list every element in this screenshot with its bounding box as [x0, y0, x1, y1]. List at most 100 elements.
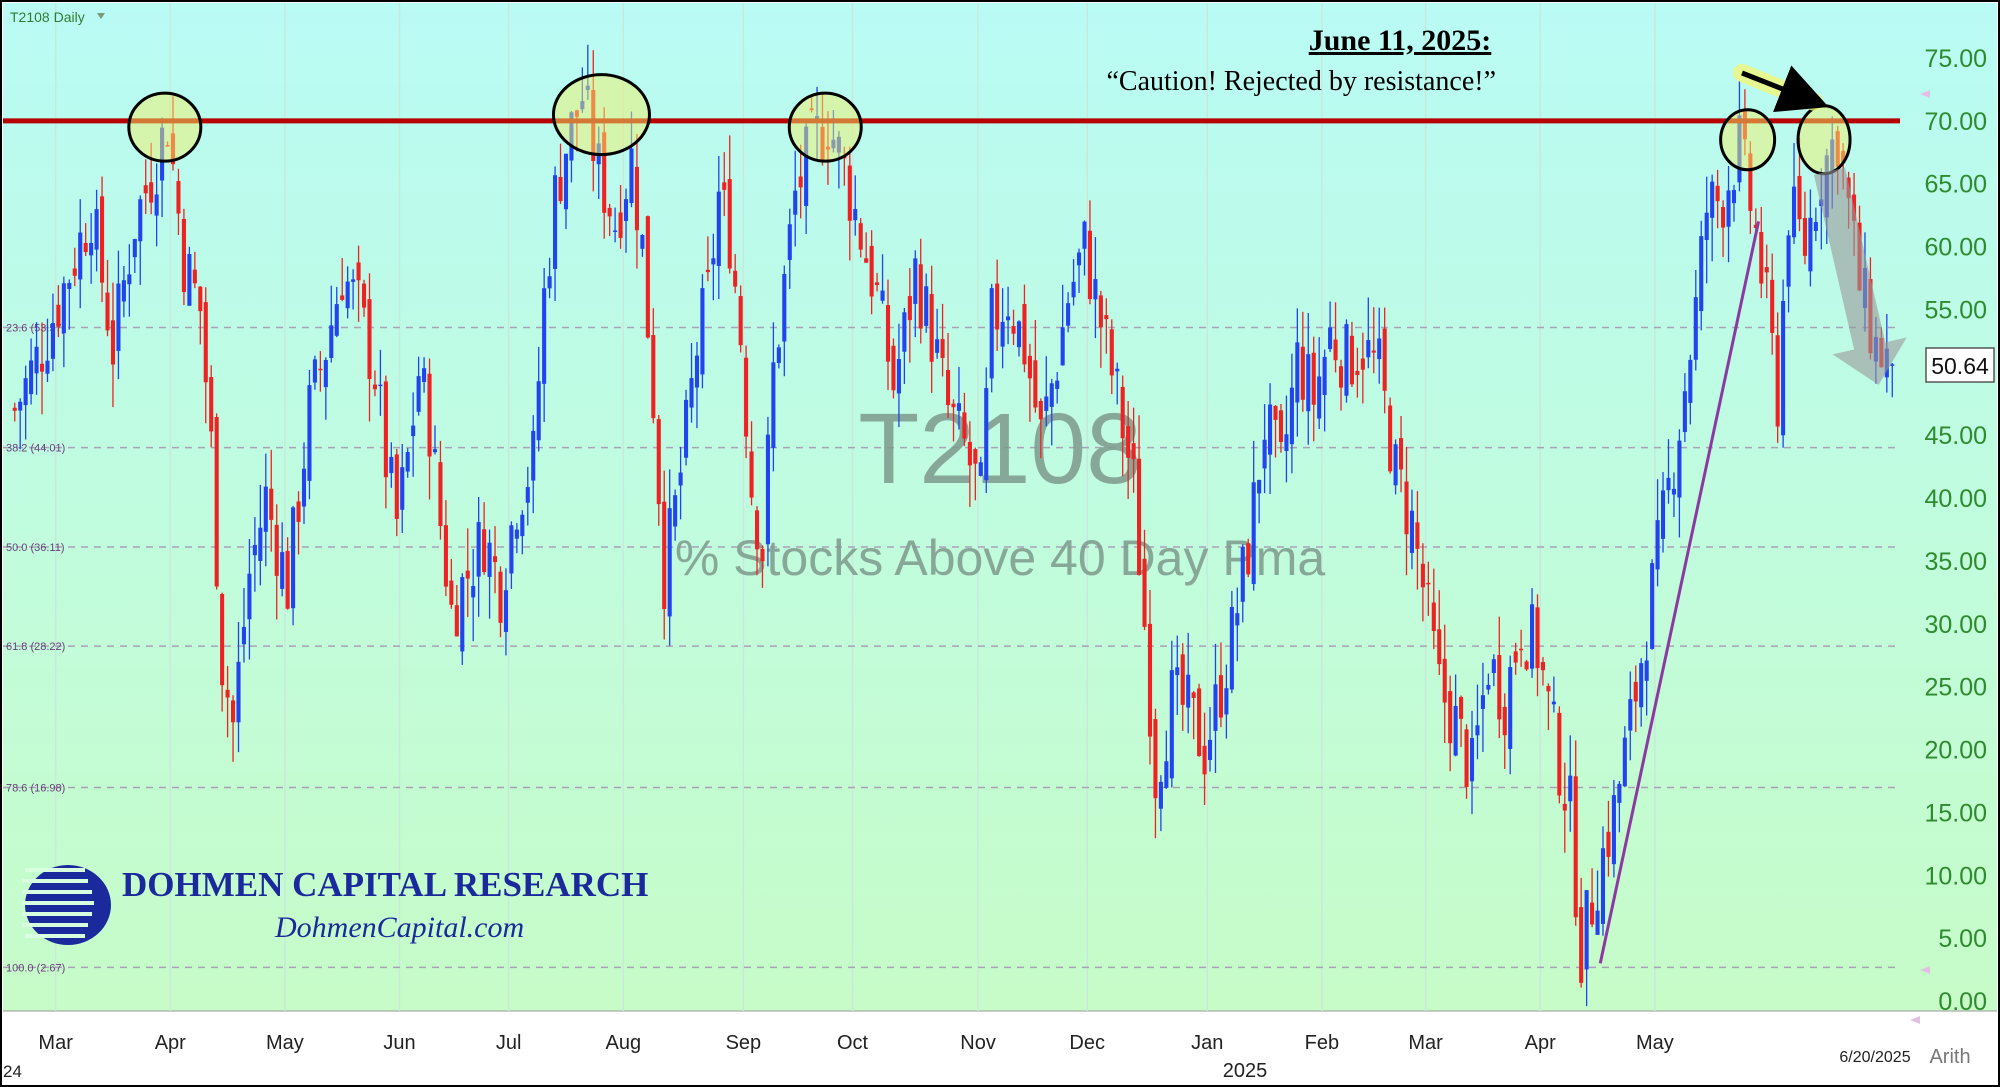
candle-body: [34, 346, 39, 374]
candle-body: [1131, 443, 1136, 460]
start-year-label: 24: [3, 1062, 22, 1081]
scale-marker-icon: [1920, 90, 1930, 98]
candle-body: [553, 175, 558, 269]
candle-body: [454, 605, 459, 637]
fib-label: 38.2 (44.01): [6, 443, 65, 455]
candle-body: [716, 191, 721, 266]
candle-body: [1622, 737, 1627, 787]
x-tick-label: Mar: [1408, 1032, 1443, 1054]
candle-body: [918, 264, 923, 329]
candle-body: [100, 196, 105, 283]
candle-body: [1066, 303, 1071, 326]
candle-body: [618, 212, 623, 238]
candle-body: [438, 462, 443, 527]
candle-body: [623, 199, 629, 222]
candle-body: [192, 269, 197, 284]
candle-body: [220, 593, 225, 686]
candle-body: [247, 573, 252, 620]
candle-body: [56, 304, 61, 327]
candle-body: [1715, 185, 1720, 202]
candle-body: [945, 369, 951, 406]
candle-body: [1197, 688, 1202, 757]
date-label: 6/20/2025: [1839, 1049, 1910, 1066]
candle-body: [1268, 404, 1273, 455]
candle-body: [1284, 434, 1289, 452]
candle-body: [143, 185, 148, 194]
candle-body: [50, 323, 55, 359]
candle-body: [1415, 522, 1420, 549]
grid-layer: [54, 3, 1656, 1011]
candle-body: [18, 401, 23, 411]
candle-body: [1218, 675, 1223, 718]
candle-body: [67, 282, 72, 289]
candle-body: [361, 283, 367, 308]
symbol-dropdown-icon[interactable]: [97, 13, 105, 19]
scale-marker-icon: [1920, 966, 1930, 974]
candle-body: [1568, 775, 1573, 802]
candle-body: [476, 522, 481, 577]
candle-body: [1137, 458, 1142, 575]
candle-body: [1071, 281, 1076, 298]
candle-body: [1726, 190, 1731, 227]
y-tick-label: 40.00: [1924, 485, 1987, 513]
candle-body: [1344, 324, 1349, 396]
candle-body: [1164, 761, 1169, 788]
last-value-text: 50.64: [1931, 353, 1989, 379]
year-label: 2025: [1223, 1060, 1268, 1082]
candle-body: [705, 269, 710, 273]
candle-body: [345, 281, 350, 309]
scale-mode-label[interactable]: Arith: [1929, 1046, 1970, 1068]
candle-body: [542, 288, 547, 384]
candle-body: [356, 262, 361, 281]
trendline: [1598, 221, 1761, 964]
annotations-layer: [3, 64, 1907, 964]
candle-body: [383, 381, 388, 478]
candle-body: [105, 292, 110, 331]
candle-body: [116, 283, 121, 351]
candle-body: [432, 449, 438, 453]
candle-body: [334, 304, 339, 336]
candle-body: [416, 376, 421, 412]
brand-url[interactable]: DohmenCapital.com: [274, 911, 524, 944]
candle-body: [711, 258, 716, 265]
candle-body: [1611, 795, 1616, 865]
highlight-circle: [787, 91, 863, 163]
x-tick-label: May: [1636, 1032, 1674, 1054]
candle-body: [973, 449, 978, 464]
candle-body: [78, 232, 83, 280]
candle-body: [1360, 358, 1365, 370]
x-tick-label: Dec: [1069, 1032, 1105, 1054]
candle-body: [1289, 387, 1294, 445]
candle-body: [1235, 613, 1240, 626]
y-tick-label: 20.00: [1924, 737, 1987, 765]
y-tick-label: 65.00: [1924, 171, 1987, 199]
candle-body: [1038, 400, 1043, 420]
x-tick-label: Aug: [605, 1032, 641, 1054]
candle-body: [509, 525, 514, 574]
candle-body: [1191, 692, 1196, 699]
candle-body: [1808, 217, 1813, 272]
y-tick-label: 15.00: [1924, 799, 1987, 827]
candle-body: [1355, 370, 1360, 376]
candle-body: [634, 166, 639, 231]
candle-body: [684, 399, 689, 458]
candle-body: [1426, 582, 1431, 585]
candle-body: [1016, 321, 1022, 348]
candle-body: [1775, 335, 1780, 427]
watermark-subtitle: % Stocks Above 40 Day Pma: [675, 530, 1326, 586]
candle-body: [405, 452, 410, 472]
candle-body: [1551, 701, 1556, 705]
candle-body: [667, 508, 672, 617]
candle-body: [995, 283, 1000, 330]
candle-body: [1633, 681, 1638, 702]
candle-body: [258, 527, 263, 561]
candle-body: [487, 542, 492, 577]
x-axis: Mar Apr May Jun Jul Aug Sep Oct Nov Dec Jan Feb Mar A…: [38, 1032, 1673, 1054]
candle-body: [1677, 440, 1682, 498]
candle-body: [296, 501, 301, 522]
candle-body: [1786, 235, 1791, 287]
candle-body: [1420, 563, 1425, 588]
y-tick-label: 30.00: [1924, 611, 1987, 639]
candle-body: [738, 296, 743, 346]
